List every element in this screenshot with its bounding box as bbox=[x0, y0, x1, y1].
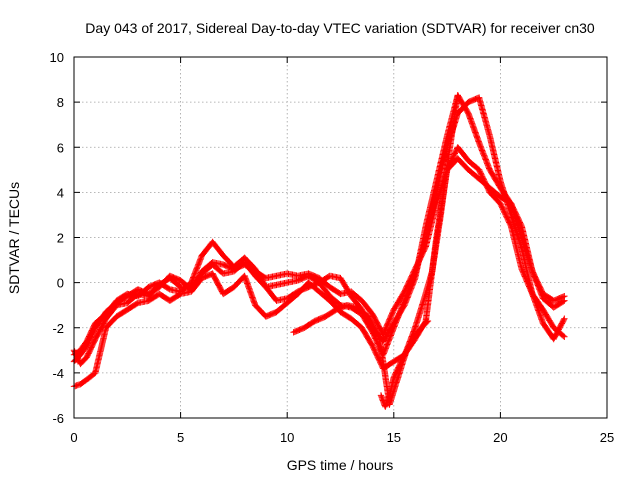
y-tick-label: 8 bbox=[57, 95, 64, 110]
x-axis-label: GPS time / hours bbox=[287, 457, 394, 473]
y-tick-label: 2 bbox=[57, 231, 64, 246]
y-tick-label: -6 bbox=[52, 411, 64, 426]
data-point bbox=[560, 293, 567, 300]
series-track-6 bbox=[377, 317, 432, 410]
series-track-5 bbox=[290, 92, 461, 408]
x-tick-label: 15 bbox=[387, 430, 401, 445]
x-tick-label: 10 bbox=[280, 430, 294, 445]
data-point bbox=[561, 333, 568, 340]
axis-ticks: 0 5 10 15 20 25 -6 -4 -2 0 2 4 6 8 10 bbox=[50, 50, 615, 445]
y-tick-label: 6 bbox=[57, 140, 64, 155]
y-tick-label: 10 bbox=[50, 50, 64, 65]
data-point bbox=[454, 92, 461, 99]
x-tick-label: 20 bbox=[493, 430, 507, 445]
y-axis-label: SDTVAR / TECUs bbox=[6, 182, 22, 294]
y-tick-label: -4 bbox=[52, 366, 64, 381]
data-point bbox=[423, 318, 431, 326]
data-point bbox=[560, 332, 567, 340]
data-point bbox=[561, 292, 568, 300]
data-point bbox=[560, 316, 567, 324]
x-tick-label: 5 bbox=[177, 430, 184, 445]
x-tick-label: 0 bbox=[70, 430, 77, 445]
data-point bbox=[424, 317, 432, 325]
y-tick-label: 0 bbox=[57, 276, 64, 291]
data-points bbox=[70, 92, 568, 410]
x-tick-label: 25 bbox=[600, 430, 614, 445]
chart-title: Day 043 of 2017, Sidereal Day-to-day VTE… bbox=[85, 20, 595, 36]
y-tick-label: 4 bbox=[57, 185, 64, 200]
y-tick-label: -2 bbox=[52, 321, 64, 336]
data-point bbox=[561, 315, 568, 322]
